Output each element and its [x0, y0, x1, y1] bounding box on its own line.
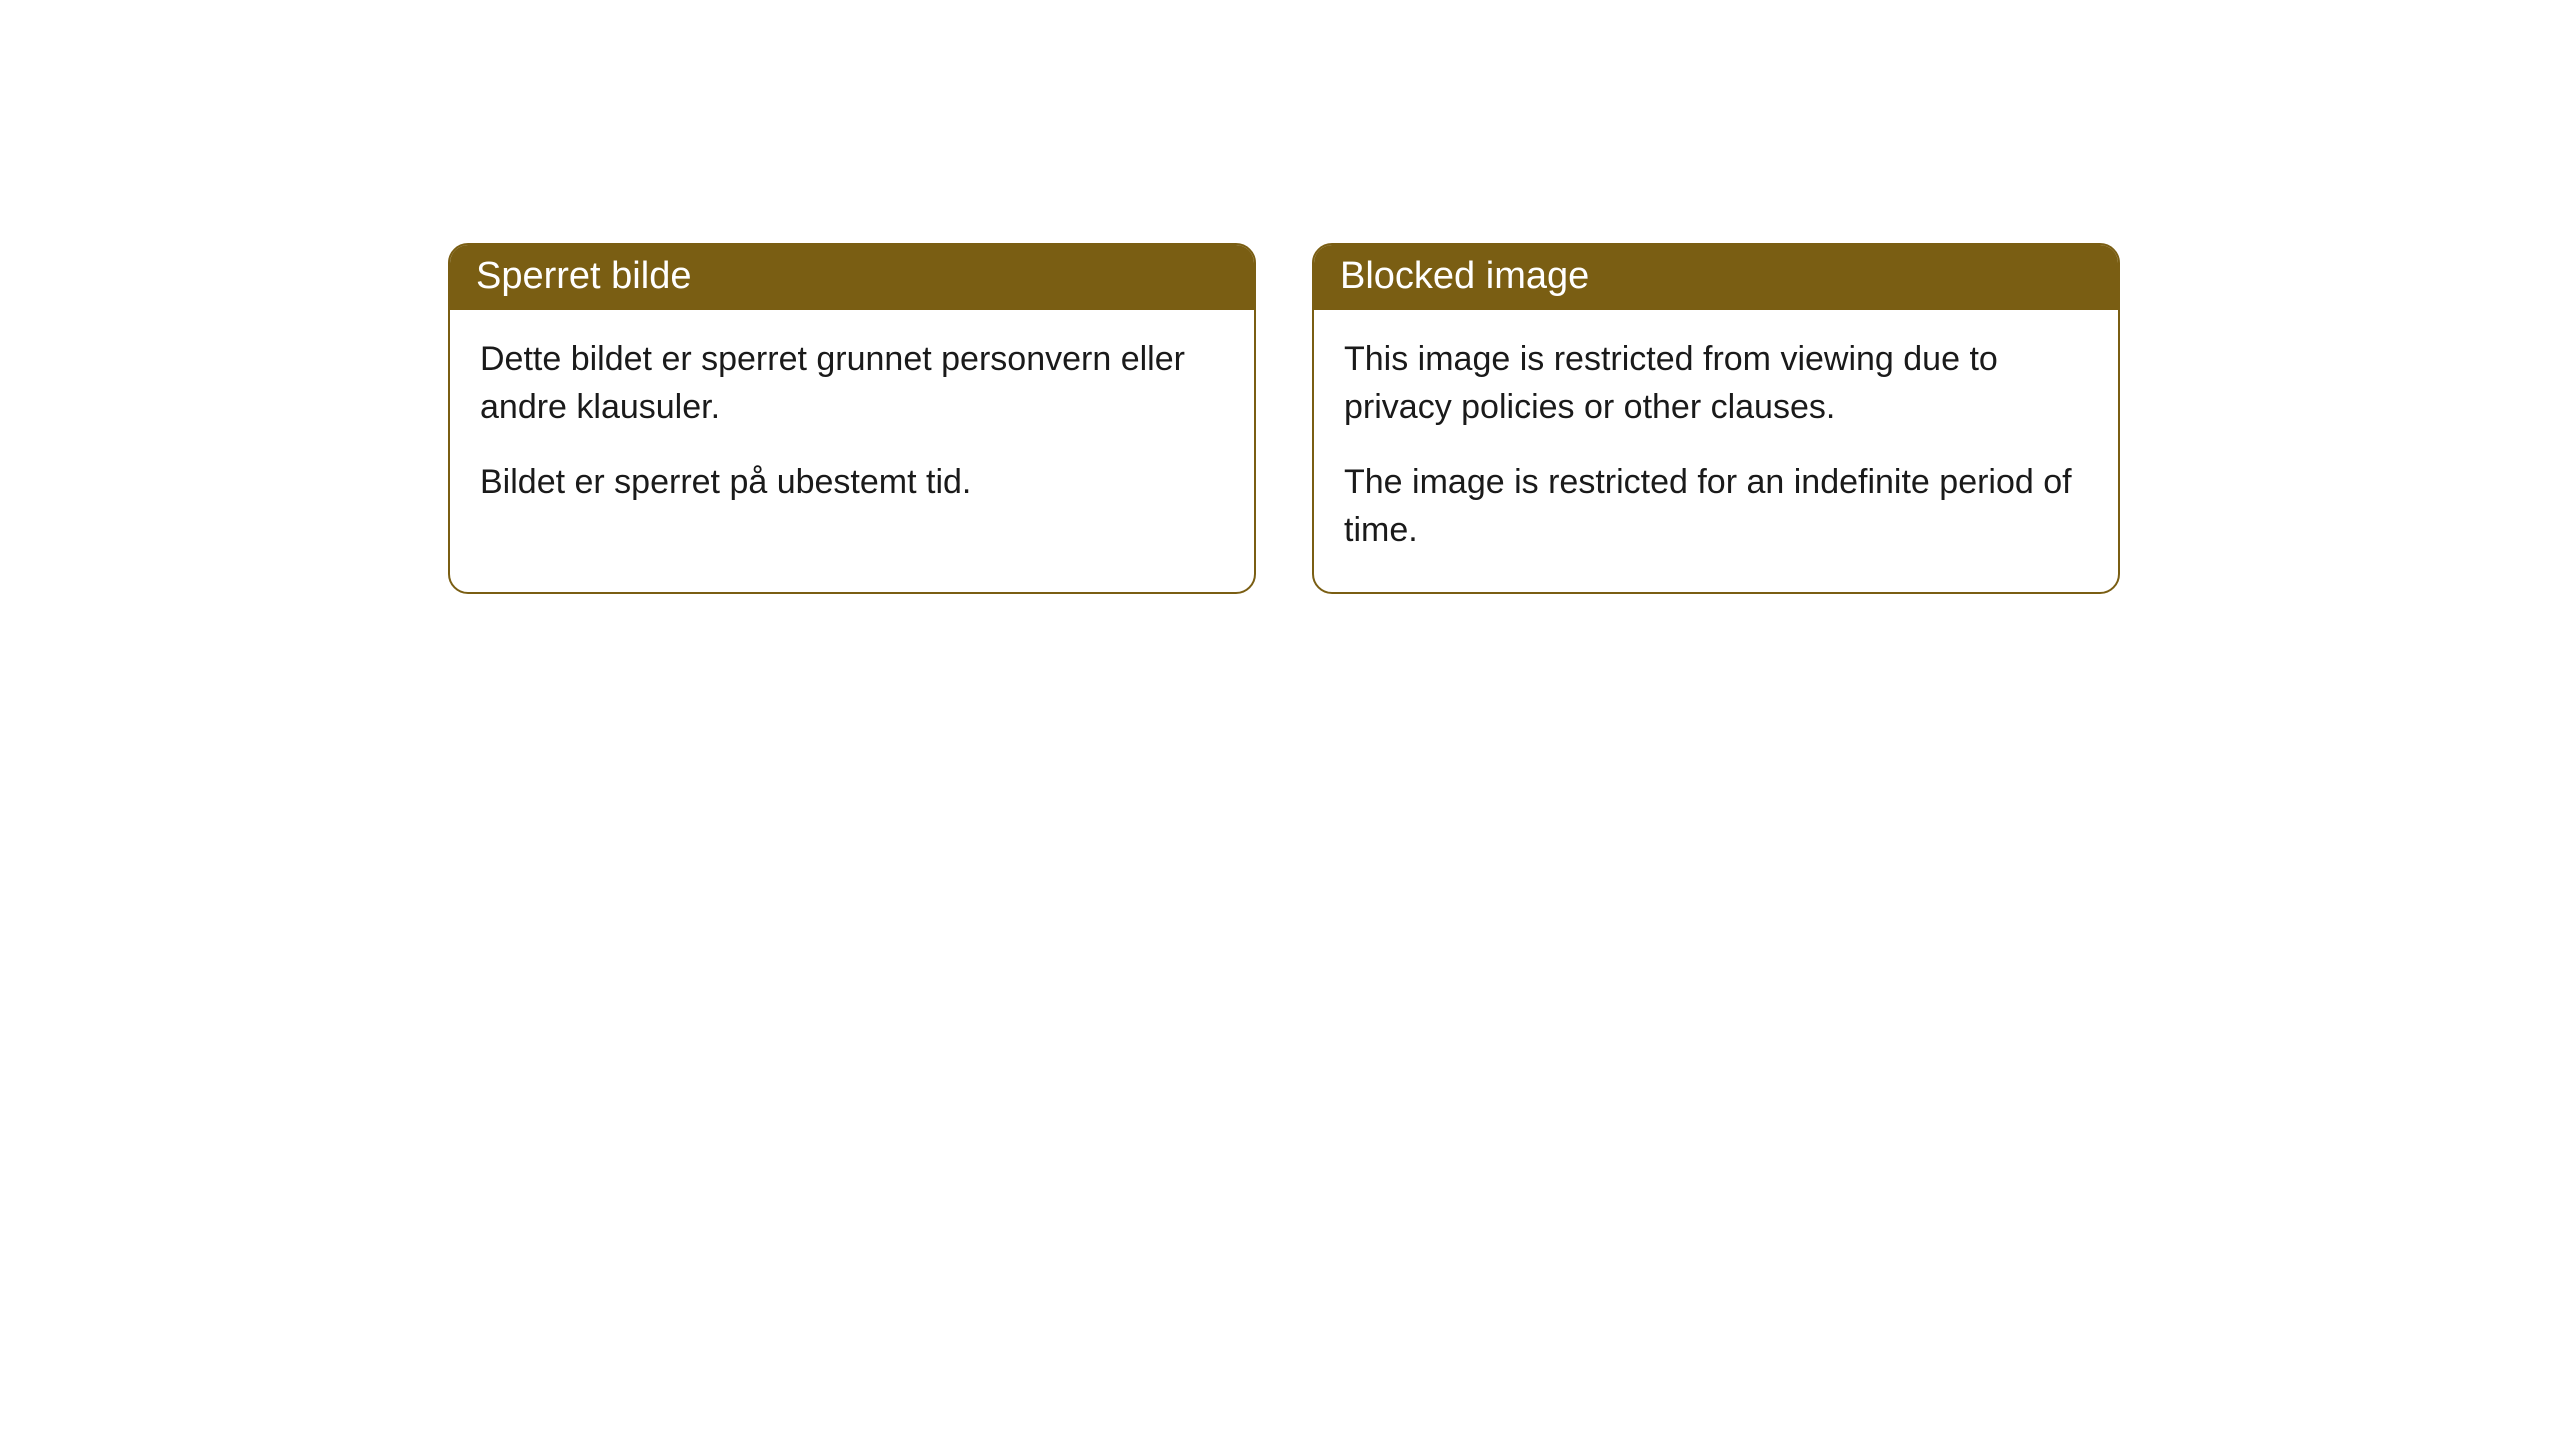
notice-container: Sperret bilde Dette bildet er sperret gr… [0, 0, 2560, 594]
card-header: Sperret bilde [450, 245, 1254, 310]
notice-card-norwegian: Sperret bilde Dette bildet er sperret gr… [448, 243, 1256, 594]
notice-card-english: Blocked image This image is restricted f… [1312, 243, 2120, 594]
card-paragraph: This image is restricted from viewing du… [1344, 336, 2088, 431]
card-body: Dette bildet er sperret grunnet personve… [450, 310, 1254, 545]
card-paragraph: The image is restricted for an indefinit… [1344, 459, 2088, 554]
card-paragraph: Bildet er sperret på ubestemt tid. [480, 459, 1224, 507]
card-header: Blocked image [1314, 245, 2118, 310]
card-paragraph: Dette bildet er sperret grunnet personve… [480, 336, 1224, 431]
card-body: This image is restricted from viewing du… [1314, 310, 2118, 592]
